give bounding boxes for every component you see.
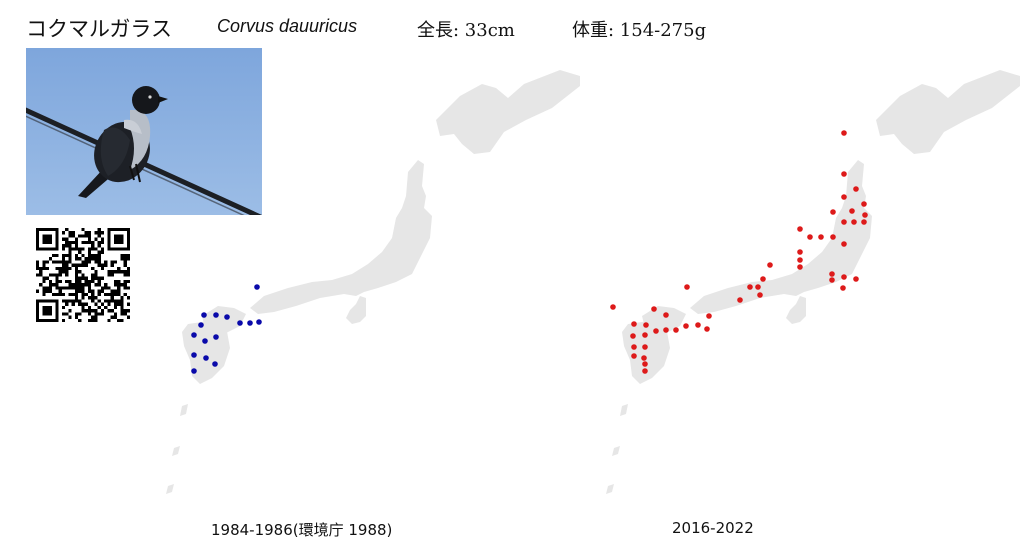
body-length: 全長: 33cm [417,20,515,41]
sighting-2016-2022-dot [841,274,847,280]
sighting-2016-2022-dot [641,355,647,361]
sighting-2016-2022-dot [643,322,649,328]
sighting-2016-2022-dot [642,344,648,350]
sighting-1984-1986-dot [213,312,219,318]
sighting-2016-2022-dot [797,257,803,263]
sighting-2016-2022-dot [706,313,712,319]
sighting-2016-2022-dot [663,312,669,318]
sighting-2016-2022-dot [642,361,648,367]
sighting-1984-1986-dot [237,320,243,326]
qr-code-icon [36,228,130,322]
map-caption-2016-2022: 2016-2022 [672,519,754,537]
sighting-1984-1986-dot [201,312,207,318]
species-header: コクマルガラス Corvus dauuricus 全長: 33cm 体重: 15… [0,0,1024,48]
sighting-2016-2022-dot [747,284,753,290]
sighting-2016-2022-dot [630,333,636,339]
sighting-1984-1986-dot [202,338,208,344]
sighting-2016-2022-dot [651,306,657,312]
sighting-1984-1986-dot [191,352,197,358]
sighting-1984-1986-dot [191,332,197,338]
sighting-2016-2022-dot [840,285,846,291]
sighting-2016-2022-dot [818,234,824,240]
sighting-2016-2022-dot [830,234,836,240]
sighting-2016-2022-dot [849,208,855,214]
sighting-2016-2022-dot [797,249,803,255]
sighting-1984-1986-dot [198,322,204,328]
sighting-2016-2022-dot [797,226,803,232]
sighting-2016-2022-dot [841,219,847,225]
sighting-1984-1986-dot [203,355,209,361]
sighting-2016-2022-dot [853,186,859,192]
sighting-dots-2016-2022 [610,130,868,374]
sighting-1984-1986-dot [256,319,262,325]
sighting-2016-2022-dot [653,328,659,334]
body-weight: 体重: 154-275g [572,20,707,41]
bird-photo [26,48,262,215]
sighting-1984-1986-dot [212,361,218,367]
sighting-2016-2022-dot [755,284,761,290]
japan-landmass [166,70,580,494]
distribution-map-1984-1986 [160,48,580,528]
jackdaw-bird-photo-icon [26,48,262,215]
sighting-2016-2022-dot [631,321,637,327]
sighting-2016-2022-dot [797,264,803,270]
sighting-2016-2022-dot [841,130,847,136]
sighting-2016-2022-dot [851,219,857,225]
sighting-2016-2022-dot [683,323,689,329]
sighting-2016-2022-dot [631,344,637,350]
japan-landmass [606,70,1020,494]
sighting-2016-2022-dot [631,353,637,359]
map-caption-1984-1986: 1984-1986(環境庁 1988) [211,521,393,539]
sighting-2016-2022-dot [642,332,648,338]
sighting-2016-2022-dot [841,194,847,200]
sighting-2016-2022-dot [829,271,835,277]
japan-map-left [166,70,580,494]
sighting-2016-2022-dot [861,219,867,225]
species-scientific-name: Corvus dauuricus [217,16,358,36]
sighting-2016-2022-dot [862,212,868,218]
sighting-2016-2022-dot [767,262,773,268]
sighting-2016-2022-dot [829,277,835,283]
sighting-2016-2022-dot [695,322,701,328]
sighting-2016-2022-dot [807,234,813,240]
sighting-1984-1986-dot [191,368,197,374]
sighting-2016-2022-dot [853,276,859,282]
sighting-1984-1986-dot [213,334,219,340]
sighting-2016-2022-dot [704,326,710,332]
sighting-1984-1986-dot [254,284,260,290]
sighting-2016-2022-dot [841,241,847,247]
sighting-2016-2022-dot [673,327,679,333]
sighting-2016-2022-dot [830,209,836,215]
japan-map-right [606,70,1020,494]
sighting-2016-2022-dot [861,201,867,207]
sighting-1984-1986-dot [224,314,230,320]
sighting-2016-2022-dot [757,292,763,298]
sighting-2016-2022-dot [684,284,690,290]
sighting-2016-2022-dot [760,276,766,282]
sighting-2016-2022-dot [663,327,669,333]
sighting-2016-2022-dot [642,368,648,374]
sighting-2016-2022-dot [737,297,743,303]
sighting-2016-2022-dot [841,171,847,177]
species-japanese-name: コクマルガラス [26,17,172,41]
sighting-1984-1986-dot [247,320,253,326]
sighting-2016-2022-dot [610,304,616,310]
distribution-map-2016-2022 [600,48,1020,528]
qr-code[interactable] [36,228,130,322]
sighting-dots-1984-1986 [191,284,262,374]
